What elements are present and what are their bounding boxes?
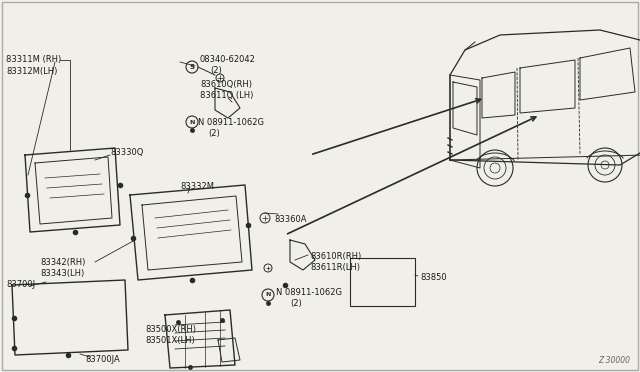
Text: 83500X(RH): 83500X(RH)	[145, 325, 196, 334]
Text: 83360A: 83360A	[274, 215, 307, 224]
Text: 83610R(RH): 83610R(RH)	[310, 252, 361, 261]
Text: 83700JA: 83700JA	[85, 355, 120, 364]
Text: 08340-62042: 08340-62042	[200, 55, 256, 64]
Text: 83312M(LH): 83312M(LH)	[6, 67, 58, 76]
Text: 83342(RH): 83342(RH)	[40, 258, 85, 267]
Text: (2): (2)	[208, 129, 220, 138]
Text: 83610Q(RH): 83610Q(RH)	[200, 80, 252, 89]
Text: (2): (2)	[210, 66, 221, 75]
Text: 83611R(LH): 83611R(LH)	[310, 263, 360, 272]
Text: S: S	[189, 64, 195, 70]
Text: 83330Q: 83330Q	[110, 148, 143, 157]
Text: 83343(LH): 83343(LH)	[40, 269, 84, 278]
Text: 83332M: 83332M	[180, 182, 214, 191]
Text: 83611Q (LH): 83611Q (LH)	[200, 91, 253, 100]
Text: N 08911-1062G: N 08911-1062G	[276, 288, 342, 297]
Text: (2): (2)	[290, 299, 301, 308]
Text: N: N	[266, 292, 271, 298]
Bar	[350, 258, 415, 306]
Text: 83850: 83850	[420, 273, 447, 282]
Text: 83311M (RH): 83311M (RH)	[6, 55, 61, 64]
Text: N: N	[189, 119, 195, 125]
Text: 83700J: 83700J	[6, 280, 35, 289]
Text: 83501X(LH): 83501X(LH)	[145, 336, 195, 345]
Text: Z 30000: Z 30000	[598, 356, 630, 365]
Text: N 08911-1062G: N 08911-1062G	[198, 118, 264, 127]
